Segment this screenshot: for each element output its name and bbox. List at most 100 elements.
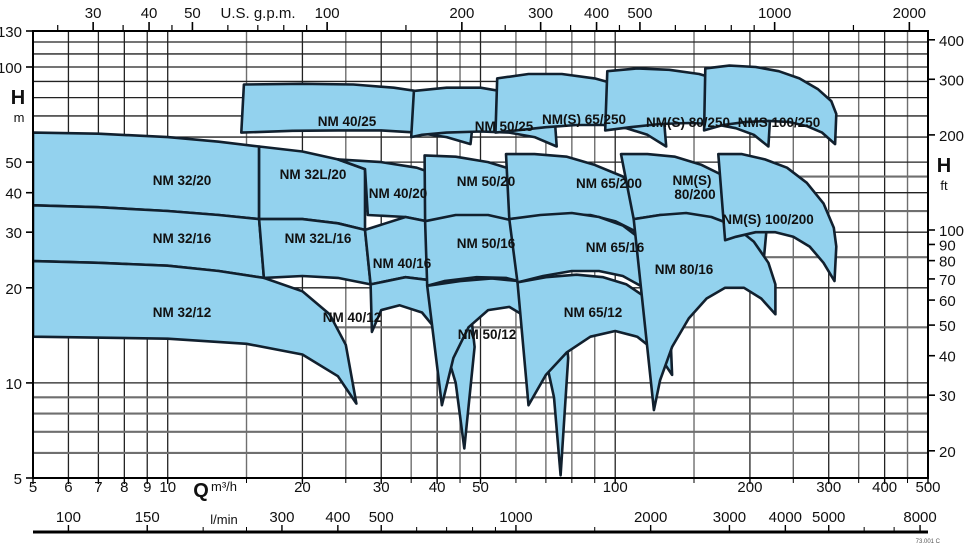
pump-region-nm-65-12[interactable] bbox=[516, 273, 674, 407]
pump-region-nms-100-200[interactable] bbox=[716, 152, 838, 283]
axis-label-bottom1-8: 8 bbox=[120, 479, 128, 496]
axis-label-left-5: 5 bbox=[14, 471, 22, 488]
curve-label-9: NM 50/25 bbox=[475, 119, 534, 134]
axis-label-bottom2-8000: 8000 bbox=[903, 509, 936, 526]
curve-label-14: NM 65/200 bbox=[576, 176, 642, 191]
axis-label-bottom2-300: 300 bbox=[269, 509, 294, 526]
curve-label-12: NM 50/12 bbox=[458, 327, 517, 342]
axis-label-left-100: 100 bbox=[0, 60, 22, 77]
axis-label-right-20: 20 bbox=[939, 444, 956, 461]
axis-label-bottom1-5: 5 bbox=[29, 479, 37, 496]
curve-label-13: NM(S) 65/250 bbox=[542, 112, 626, 127]
axis-label-right-40: 40 bbox=[939, 349, 956, 366]
axis-label-bottom1-30: 30 bbox=[373, 479, 390, 496]
axis-symbol-left-H: H bbox=[11, 87, 25, 109]
axis-label-bottom1-300: 300 bbox=[816, 479, 841, 496]
axis-label-left-130: 130 bbox=[0, 24, 22, 41]
curve-label-17: NM(S) 80/250 bbox=[646, 115, 730, 130]
axis-label-bottom1-10: 10 bbox=[159, 479, 176, 496]
axis-label-bottom1-40: 40 bbox=[429, 479, 446, 496]
axis-label-right-70: 70 bbox=[939, 272, 956, 289]
curve-label-15: NM 65/16 bbox=[586, 240, 645, 255]
axis-label-bottom2-5000: 5000 bbox=[812, 509, 845, 526]
axis-label-right-50: 50 bbox=[939, 318, 956, 335]
curve-label-18: NM(S) bbox=[673, 173, 712, 188]
axis-label-bottom2-400: 400 bbox=[325, 509, 350, 526]
axis-label-top-50: 50 bbox=[184, 5, 201, 22]
curve-label-16: NM 65/12 bbox=[564, 305, 623, 320]
axis-label-top-1000: 1000 bbox=[758, 5, 791, 22]
pump-region-nm-50-12[interactable] bbox=[425, 277, 570, 477]
axis-label-bottom1-200: 200 bbox=[737, 479, 762, 496]
axis-label-right-80: 80 bbox=[939, 254, 956, 271]
axis-label-top-100: 100 bbox=[315, 5, 340, 22]
curve-label-7: NM 40/16 bbox=[373, 256, 432, 271]
axis-title-top-usgpm: U.S. g.p.m. bbox=[220, 5, 295, 22]
axis-label-top-400: 400 bbox=[584, 5, 609, 22]
pump-regions-layer bbox=[33, 64, 838, 477]
curve-label-8: NM 40/12 bbox=[323, 310, 382, 325]
axis-label-top-40: 40 bbox=[141, 5, 158, 22]
axis-label-right-100: 100 bbox=[939, 223, 964, 240]
axis-unit-lmin: l/min bbox=[210, 512, 237, 527]
axis-label-bottom1-9: 9 bbox=[143, 479, 151, 496]
axis-unit-m3h: m³/h bbox=[211, 479, 237, 494]
axis-label-left-20: 20 bbox=[5, 281, 22, 298]
axis-label-bottom2-4000: 4000 bbox=[769, 509, 802, 526]
axis-label-bottom2-500: 500 bbox=[369, 509, 394, 526]
chart-code: 73.001 C bbox=[916, 539, 941, 545]
axis-label-left-30: 30 bbox=[5, 225, 22, 242]
pump-region-nm-32-12[interactable] bbox=[33, 259, 358, 405]
curve-label-20: NM 80/16 bbox=[655, 262, 714, 277]
axis-label-right-200: 200 bbox=[939, 128, 964, 145]
curve-label-6: NM 40/20 bbox=[369, 186, 428, 201]
axis-label-bottom1-500: 500 bbox=[915, 479, 940, 496]
axis-label-bottom2-1000: 1000 bbox=[499, 509, 532, 526]
curve-label-0: NM 32/20 bbox=[153, 173, 212, 188]
curve-label-3: NM 32L/20 bbox=[280, 167, 347, 182]
curve-label-1: NM 32/16 bbox=[153, 231, 212, 246]
axis-symbol-Q: Q bbox=[193, 480, 209, 502]
axis-label-bottom1-100: 100 bbox=[603, 479, 628, 496]
curve-label-4: NM 32L/16 bbox=[285, 231, 352, 246]
pump-region-nms-100-250[interactable] bbox=[702, 64, 838, 146]
axis-label-bottom1-7: 7 bbox=[94, 479, 102, 496]
axis-label-bottom1-6: 6 bbox=[64, 479, 72, 496]
axis-label-bottom1-50: 50 bbox=[472, 479, 489, 496]
axis-label-left-10: 10 bbox=[5, 376, 22, 393]
axis-label-right-400: 400 bbox=[939, 33, 964, 50]
curve-label-11: NM 50/16 bbox=[457, 236, 516, 251]
axis-ticks-layer bbox=[26, 22, 935, 534]
axis-label-bottom2-2000: 2000 bbox=[634, 509, 667, 526]
axis-label-right-300: 300 bbox=[939, 72, 964, 89]
axis-symbol-right-H: H bbox=[937, 155, 951, 177]
axis-label-bottom1-400: 400 bbox=[872, 479, 897, 496]
axis-label-bottom2-100: 100 bbox=[56, 509, 81, 526]
curve-label-21: NMS 100/250 bbox=[738, 115, 821, 130]
axis-unit-left-m: m bbox=[14, 110, 25, 125]
axis-label-top-300: 300 bbox=[528, 5, 553, 22]
axis-label-left-40: 40 bbox=[5, 186, 22, 203]
axis-label-top-30: 30 bbox=[85, 5, 102, 22]
curve-label-19: 80/200 bbox=[674, 187, 715, 202]
axis-label-right-30: 30 bbox=[939, 388, 956, 405]
axis-label-top-200: 200 bbox=[449, 5, 474, 22]
curve-labels-layer: NM 32/20 NM 32/16 NM 32/12 NM 32L/20 NM 32L/… bbox=[153, 112, 821, 342]
pump-region-nm-32l-16[interactable] bbox=[257, 217, 372, 286]
axis-label-right-60: 60 bbox=[939, 293, 956, 310]
axis-label-bottom2-150: 150 bbox=[135, 509, 160, 526]
curve-label-22: NM(S) 100/200 bbox=[722, 212, 814, 227]
axis-label-bottom1-20: 20 bbox=[294, 479, 311, 496]
curve-label-5: NM 40/25 bbox=[318, 114, 377, 129]
axis-label-right-90: 90 bbox=[939, 237, 956, 254]
axis-label-top-500: 500 bbox=[627, 5, 652, 22]
axis-label-left-50: 50 bbox=[5, 155, 22, 172]
axis-label-top-2000: 2000 bbox=[893, 5, 926, 22]
axis-labels-layer: 13010050403020105Hm400300200100908070605… bbox=[0, 5, 964, 545]
axis-unit-right-ft: ft bbox=[940, 178, 948, 193]
axis-label-bottom2-3000: 3000 bbox=[713, 509, 746, 526]
pump-region-nm-80-16[interactable] bbox=[632, 211, 777, 412]
curve-label-2: NM 32/12 bbox=[153, 305, 212, 320]
